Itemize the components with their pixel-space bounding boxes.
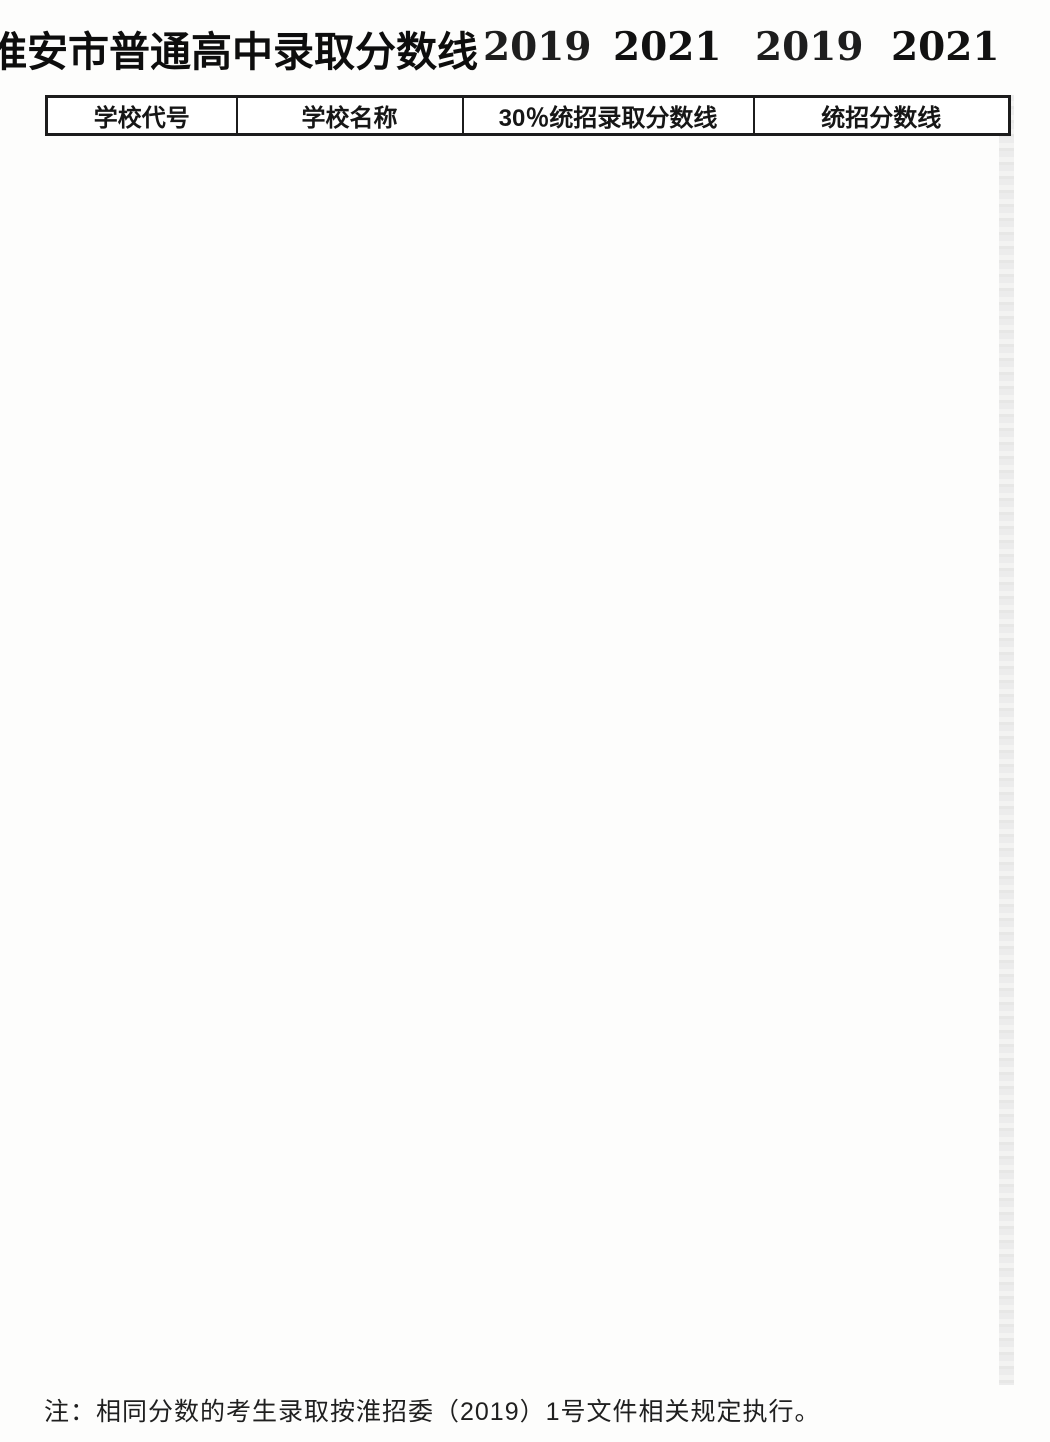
- header-30pct-line: 30％统招录取分数线: [462, 96, 755, 136]
- title-year-2021-col1: 2021: [613, 24, 722, 70]
- header-school-code: 学校代号: [46, 96, 238, 136]
- header-row: 学校代号 学校名称 30％统招录取分数线 统招分数线: [46, 96, 1010, 136]
- scan-texture-strip: [999, 95, 1014, 1385]
- title-year-2019-col1: 2019: [483, 24, 592, 70]
- score-table: 学校代号 学校名称 30％统招录取分数线 统招分数线: [45, 95, 1012, 136]
- page-title: 淮安市普通高中录取分数线: [0, 29, 478, 75]
- title-year-2019-col2: 2019: [755, 24, 864, 70]
- footnote: 注：相同分数的考生录取按淮招委（2019）1号文件相关规定执行。: [44, 1398, 821, 1426]
- header-school-name: 学校名称: [236, 96, 464, 136]
- score-table-header: 学校代号 学校名称 30％统招录取分数线 统招分数线: [46, 96, 1010, 136]
- header-unified-line: 统招分数线: [753, 96, 1010, 136]
- title-year-2021-col2: 2021: [891, 24, 1000, 70]
